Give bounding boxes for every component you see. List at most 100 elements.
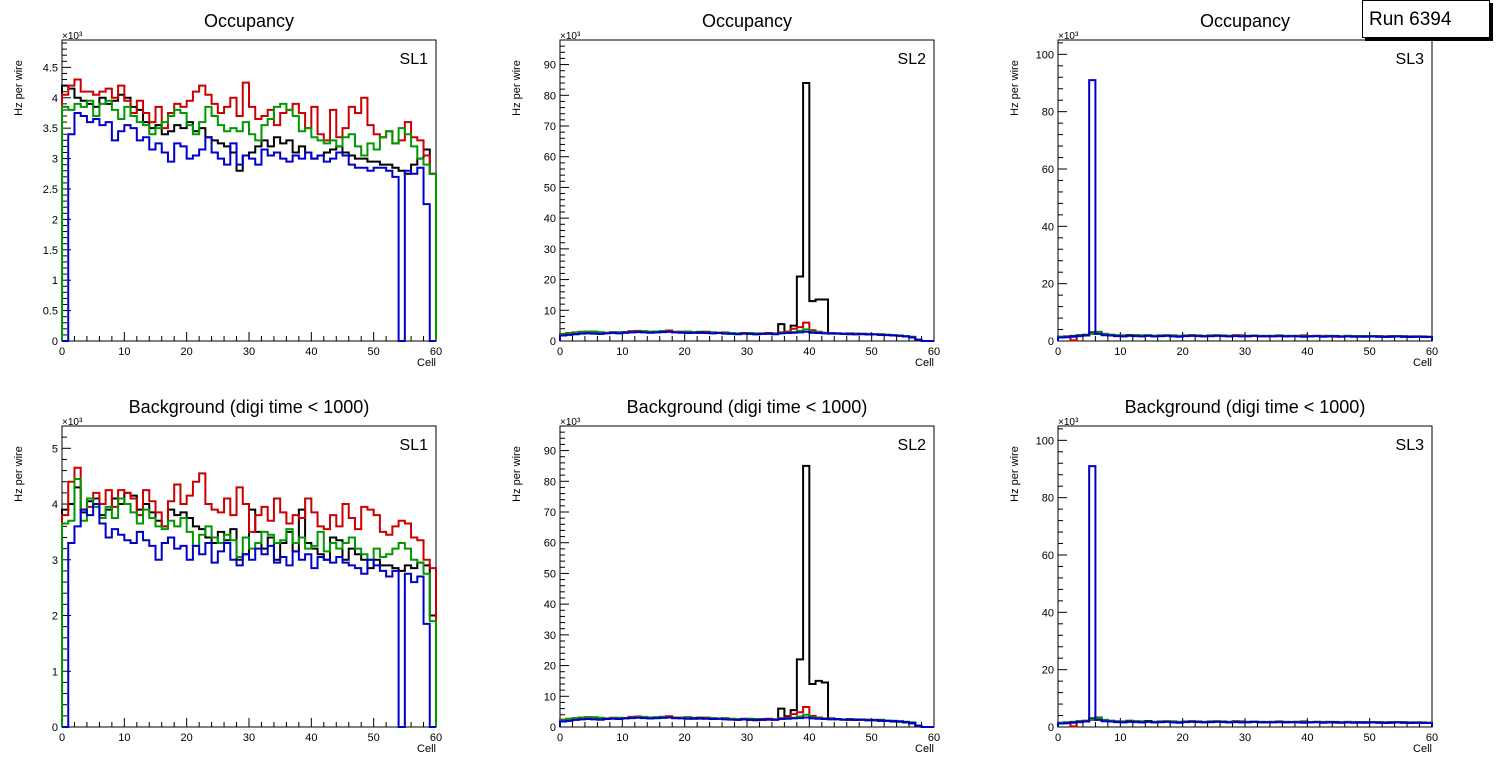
- y-tick-label: 100: [1036, 435, 1054, 447]
- y-tick-label: 100: [1036, 49, 1054, 61]
- x-tick-label: 50: [368, 732, 380, 744]
- y-tick-label: 60: [544, 538, 556, 550]
- x-tick-label: 0: [557, 732, 563, 744]
- histogram-series-blue: [1057, 79, 1433, 341]
- x-tick-label: 50: [1364, 346, 1376, 358]
- x-tick-label: 30: [741, 346, 753, 358]
- chart-panel-5: Background (digi time < 1000) SL2 0 10 20 30 4…: [511, 397, 940, 755]
- x-tick-label: 10: [1114, 346, 1126, 358]
- x-tick-label: 60: [1426, 346, 1438, 358]
- histogram-series-blue: [62, 503, 436, 728]
- x-tick-label: 20: [181, 732, 193, 744]
- histogram-series-blue: [1057, 465, 1433, 727]
- x-tick-label: 20: [1177, 346, 1189, 358]
- chart-title: Occupancy: [1200, 11, 1290, 31]
- superlayer-label: SL1: [400, 51, 429, 68]
- x-tick-label: 30: [243, 346, 255, 358]
- plot-frame: [1057, 425, 1433, 728]
- y-tick-label: 90: [544, 446, 556, 458]
- y-tick-label: 50: [544, 182, 556, 194]
- y-axis-label: Hz per wire: [1009, 446, 1021, 502]
- y-axis-label: Hz per wire: [511, 60, 523, 116]
- x-tick-label: 10: [118, 346, 130, 358]
- y-axis-multiplier: ×10³: [560, 417, 581, 428]
- x-tick-label: 0: [59, 732, 65, 744]
- y-tick-label: 10: [544, 691, 556, 703]
- y-tick-label: 2: [52, 214, 58, 226]
- y-tick-label: 3: [52, 154, 58, 166]
- y-tick-label: 0: [1048, 722, 1054, 734]
- x-axis-label: Cell: [1413, 743, 1432, 755]
- x-tick-label: 30: [1239, 346, 1251, 358]
- y-tick-label: 20: [1042, 665, 1054, 677]
- x-axis-label: Cell: [417, 743, 436, 755]
- x-tick-label: 20: [181, 346, 193, 358]
- histogram-series-green: [61, 99, 437, 341]
- x-tick-label: 40: [803, 346, 815, 358]
- y-tick-label: 0: [1048, 336, 1054, 348]
- x-axis-label: Cell: [915, 743, 934, 755]
- x-tick-label: 40: [305, 346, 317, 358]
- y-tick-label: 4: [52, 499, 58, 511]
- y-tick-label: 70: [544, 507, 556, 519]
- y-tick-label: 80: [1042, 493, 1054, 505]
- x-tick-label: 60: [1426, 732, 1438, 744]
- histogram-series-green: [61, 477, 437, 727]
- y-tick-label: 0: [52, 722, 58, 734]
- x-tick-label: 10: [616, 346, 628, 358]
- histogram-series-red: [61, 466, 437, 727]
- x-tick-label: 20: [679, 732, 691, 744]
- y-tick-label: 0: [52, 336, 58, 348]
- superlayer-label: SL1: [400, 437, 429, 454]
- y-tick-label: 60: [1042, 164, 1054, 176]
- plot-frame: [1057, 39, 1433, 342]
- y-tick-label: 1: [52, 666, 58, 678]
- histogram-series-black: [559, 464, 934, 728]
- chart-title: Background (digi time < 1000): [1125, 397, 1366, 417]
- y-axis-multiplier: ×10³: [62, 417, 83, 428]
- y-tick-label: 70: [544, 121, 556, 133]
- x-tick-label: 50: [1364, 732, 1376, 744]
- histogram-series-red: [61, 78, 437, 341]
- x-tick-label: 10: [118, 732, 130, 744]
- histogram-series-blue: [62, 111, 436, 342]
- y-tick-label: 40: [544, 213, 556, 225]
- x-tick-label: 60: [430, 732, 442, 744]
- x-tick-label: 60: [928, 732, 940, 744]
- y-axis-label: Hz per wire: [511, 446, 523, 502]
- y-tick-label: 80: [544, 476, 556, 488]
- x-tick-label: 40: [803, 732, 815, 744]
- histogram-series-blue: [559, 330, 934, 342]
- y-axis-label: Hz per wire: [13, 446, 25, 502]
- x-tick-label: 60: [430, 346, 442, 358]
- x-tick-label: 30: [243, 732, 255, 744]
- y-tick-label: 20: [544, 661, 556, 673]
- x-tick-label: 0: [59, 346, 65, 358]
- y-tick-label: 1: [52, 275, 58, 287]
- y-tick-label: 0: [550, 722, 556, 734]
- plot-frame: [559, 425, 935, 728]
- y-axis-label: Hz per wire: [1009, 60, 1021, 116]
- x-tick-label: 50: [866, 346, 878, 358]
- y-axis-label: Hz per wire: [13, 60, 25, 116]
- y-tick-label: 30: [544, 630, 556, 642]
- y-tick-label: 4.5: [43, 62, 58, 74]
- y-tick-label: 20: [1042, 279, 1054, 291]
- y-tick-label: 5: [52, 443, 58, 455]
- superlayer-label: SL3: [1396, 51, 1425, 68]
- chart-title: Occupancy: [702, 11, 792, 31]
- y-axis-multiplier: ×10³: [62, 31, 83, 42]
- y-tick-label: 40: [1042, 607, 1054, 619]
- y-tick-label: 30: [544, 244, 556, 256]
- x-tick-label: 0: [1055, 732, 1061, 744]
- y-tick-label: 90: [544, 60, 556, 72]
- x-tick-label: 0: [557, 346, 563, 358]
- y-tick-label: 50: [544, 568, 556, 580]
- x-axis-label: Cell: [417, 357, 436, 369]
- histogram-series-black: [559, 82, 934, 342]
- y-tick-label: 1.5: [43, 245, 58, 257]
